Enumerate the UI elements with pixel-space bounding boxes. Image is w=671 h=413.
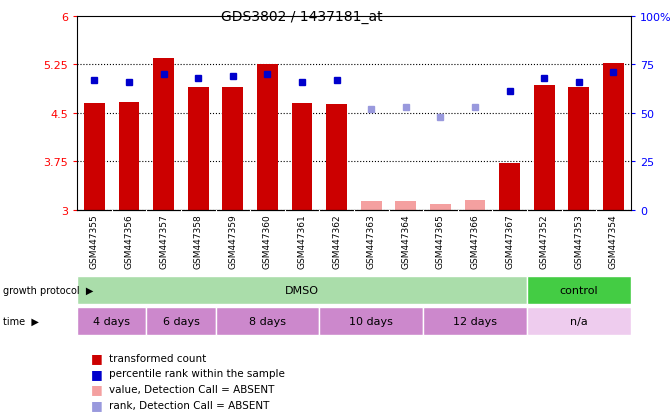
- Text: DMSO: DMSO: [285, 285, 319, 295]
- Text: 8 days: 8 days: [249, 316, 286, 326]
- Text: GSM447357: GSM447357: [159, 214, 168, 268]
- Text: GSM447364: GSM447364: [401, 214, 411, 268]
- Bar: [603, 64, 624, 211]
- Text: GSM447365: GSM447365: [436, 214, 445, 268]
- Bar: [499, 164, 520, 211]
- Bar: [326, 105, 347, 211]
- Bar: [77, 276, 527, 304]
- Text: rank, Detection Call = ABSENT: rank, Detection Call = ABSENT: [109, 400, 270, 410]
- Bar: [568, 88, 589, 211]
- Text: GSM447367: GSM447367: [505, 214, 514, 268]
- Text: GSM447361: GSM447361: [297, 214, 307, 268]
- Bar: [153, 59, 174, 211]
- Bar: [119, 102, 140, 211]
- Bar: [527, 307, 631, 335]
- Text: GSM447358: GSM447358: [194, 214, 203, 268]
- Text: GSM447359: GSM447359: [228, 214, 238, 268]
- Text: percentile rank within the sample: percentile rank within the sample: [109, 368, 285, 378]
- Text: value, Detection Call = ABSENT: value, Detection Call = ABSENT: [109, 384, 274, 394]
- Bar: [423, 307, 527, 335]
- Bar: [77, 307, 146, 335]
- Text: 12 days: 12 days: [453, 316, 497, 326]
- Bar: [464, 200, 485, 211]
- Bar: [395, 202, 416, 211]
- Text: GSM447363: GSM447363: [367, 214, 376, 268]
- Text: control: control: [560, 285, 598, 295]
- Bar: [257, 65, 278, 211]
- Text: GSM447352: GSM447352: [539, 214, 549, 268]
- Bar: [361, 202, 382, 211]
- Text: transformed count: transformed count: [109, 353, 207, 363]
- Bar: [319, 307, 423, 335]
- Bar: [146, 307, 215, 335]
- Text: GSM447356: GSM447356: [125, 214, 134, 268]
- Text: 6 days: 6 days: [162, 316, 199, 326]
- Bar: [223, 88, 244, 211]
- Text: GSM447362: GSM447362: [332, 214, 341, 268]
- Text: time  ▶: time ▶: [3, 316, 39, 326]
- Bar: [215, 307, 319, 335]
- Bar: [430, 205, 451, 211]
- Text: GSM447355: GSM447355: [90, 214, 99, 268]
- Text: growth protocol  ▶: growth protocol ▶: [3, 285, 94, 295]
- Text: ■: ■: [91, 382, 103, 396]
- Text: GSM447366: GSM447366: [470, 214, 480, 268]
- Bar: [188, 88, 209, 211]
- Bar: [84, 104, 105, 211]
- Text: GSM447354: GSM447354: [609, 214, 618, 268]
- Text: ■: ■: [91, 351, 103, 364]
- Bar: [534, 86, 555, 211]
- Text: GSM447360: GSM447360: [263, 214, 272, 268]
- Bar: [292, 104, 313, 211]
- Bar: [527, 276, 631, 304]
- Text: GDS3802 / 1437181_at: GDS3802 / 1437181_at: [221, 10, 382, 24]
- Text: 10 days: 10 days: [350, 316, 393, 326]
- Text: GSM447353: GSM447353: [574, 214, 583, 268]
- Text: 4 days: 4 days: [93, 316, 130, 326]
- Text: n/a: n/a: [570, 316, 588, 326]
- Text: ■: ■: [91, 367, 103, 380]
- Text: ■: ■: [91, 398, 103, 411]
